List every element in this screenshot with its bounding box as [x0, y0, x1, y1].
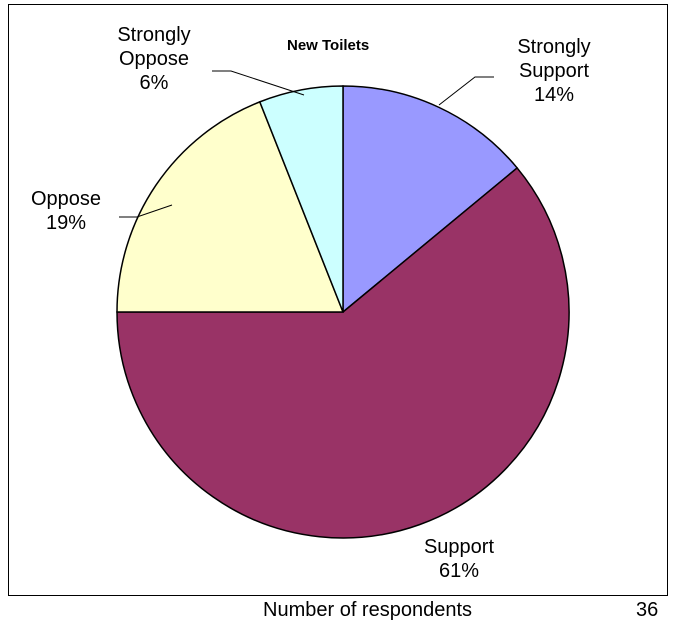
slice-label: Support 61%	[399, 535, 519, 583]
slice-label-text: Oppose	[118, 48, 190, 70]
slice-label-text: Strongly	[117, 24, 191, 46]
chart-title: New Toilets	[287, 37, 370, 54]
slice-value-label: 14%	[533, 84, 575, 106]
slice-label: Strongly Support 14%	[479, 35, 629, 107]
leader-line	[212, 70, 305, 96]
slice-value-label: 19%	[45, 212, 87, 234]
leader-line	[119, 204, 173, 218]
leader-line	[438, 76, 494, 106]
respondents-caption: Number of respondents	[263, 599, 473, 621]
slice-value-label: 6%	[139, 72, 169, 94]
slice-label-text: Support	[423, 536, 495, 558]
slice-label-text: Strongly	[517, 36, 591, 58]
pie-slice-support	[116, 166, 570, 539]
pie-slice-oppose	[116, 100, 345, 313]
pie-slice-strongly-oppose	[258, 85, 344, 313]
pie-slice-strongly-support	[342, 85, 519, 314]
slice-label: Strongly Oppose 6%	[94, 23, 214, 95]
pie-chart	[116, 70, 570, 539]
slice-value-label: 61%	[438, 560, 480, 582]
respondents-count: 36	[636, 599, 659, 621]
slice-label: Oppose 19%	[11, 187, 121, 235]
chart-frame: New Toilets Strongly Support 14% Support 61%…	[8, 4, 668, 596]
slice-label-text: Support	[518, 60, 590, 82]
slice-label-text: Oppose	[30, 188, 102, 210]
